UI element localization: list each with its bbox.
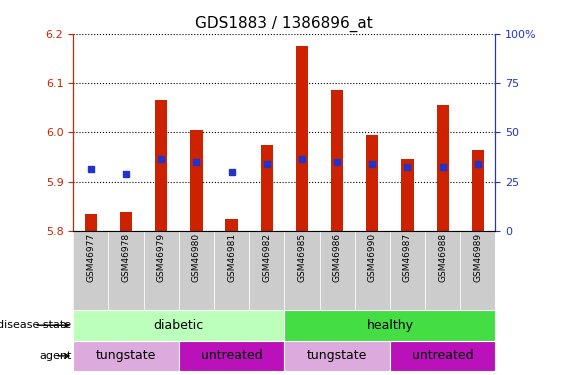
Bar bbox=[355, 231, 390, 310]
Bar bbox=[73, 310, 284, 340]
Bar bbox=[144, 231, 179, 310]
Text: GSM46982: GSM46982 bbox=[262, 233, 271, 282]
Text: tungstate: tungstate bbox=[307, 350, 367, 362]
Bar bbox=[425, 231, 461, 310]
Bar bbox=[366, 135, 378, 231]
Bar bbox=[320, 231, 355, 310]
Text: GSM46988: GSM46988 bbox=[438, 233, 447, 282]
Bar bbox=[84, 214, 97, 231]
Bar bbox=[179, 340, 284, 371]
Text: GSM46977: GSM46977 bbox=[86, 233, 95, 282]
Bar bbox=[390, 340, 495, 371]
Text: GSM46981: GSM46981 bbox=[227, 233, 236, 282]
Bar bbox=[436, 105, 449, 231]
Text: GSM46986: GSM46986 bbox=[333, 233, 342, 282]
Bar bbox=[261, 145, 273, 231]
Text: GSM46985: GSM46985 bbox=[297, 233, 306, 282]
Bar bbox=[214, 231, 249, 310]
Bar bbox=[249, 231, 284, 310]
Text: untreated: untreated bbox=[412, 350, 473, 362]
Bar bbox=[284, 231, 320, 310]
Text: diabetic: diabetic bbox=[154, 319, 204, 332]
Text: disease state: disease state bbox=[0, 320, 72, 330]
Bar bbox=[472, 150, 484, 231]
Bar bbox=[120, 212, 132, 231]
Text: GSM46989: GSM46989 bbox=[473, 233, 482, 282]
Text: tungstate: tungstate bbox=[96, 350, 156, 362]
Bar bbox=[390, 231, 425, 310]
Bar bbox=[401, 159, 414, 231]
Bar bbox=[225, 219, 238, 231]
Text: GSM46978: GSM46978 bbox=[122, 233, 131, 282]
Text: GSM46987: GSM46987 bbox=[403, 233, 412, 282]
Bar bbox=[284, 310, 495, 340]
Text: healthy: healthy bbox=[367, 319, 413, 332]
Bar bbox=[284, 340, 390, 371]
Bar bbox=[331, 90, 343, 231]
Bar bbox=[190, 130, 203, 231]
Text: GSM46990: GSM46990 bbox=[368, 233, 377, 282]
Text: agent: agent bbox=[39, 351, 72, 361]
Bar bbox=[108, 231, 144, 310]
Bar bbox=[461, 231, 495, 310]
Bar bbox=[155, 100, 167, 231]
Text: GSM46979: GSM46979 bbox=[157, 233, 166, 282]
Bar bbox=[296, 46, 308, 231]
Bar bbox=[73, 231, 108, 310]
Title: GDS1883 / 1386896_at: GDS1883 / 1386896_at bbox=[195, 16, 373, 32]
Text: GSM46980: GSM46980 bbox=[192, 233, 201, 282]
Bar bbox=[73, 340, 179, 371]
Text: untreated: untreated bbox=[201, 350, 262, 362]
Bar bbox=[179, 231, 214, 310]
